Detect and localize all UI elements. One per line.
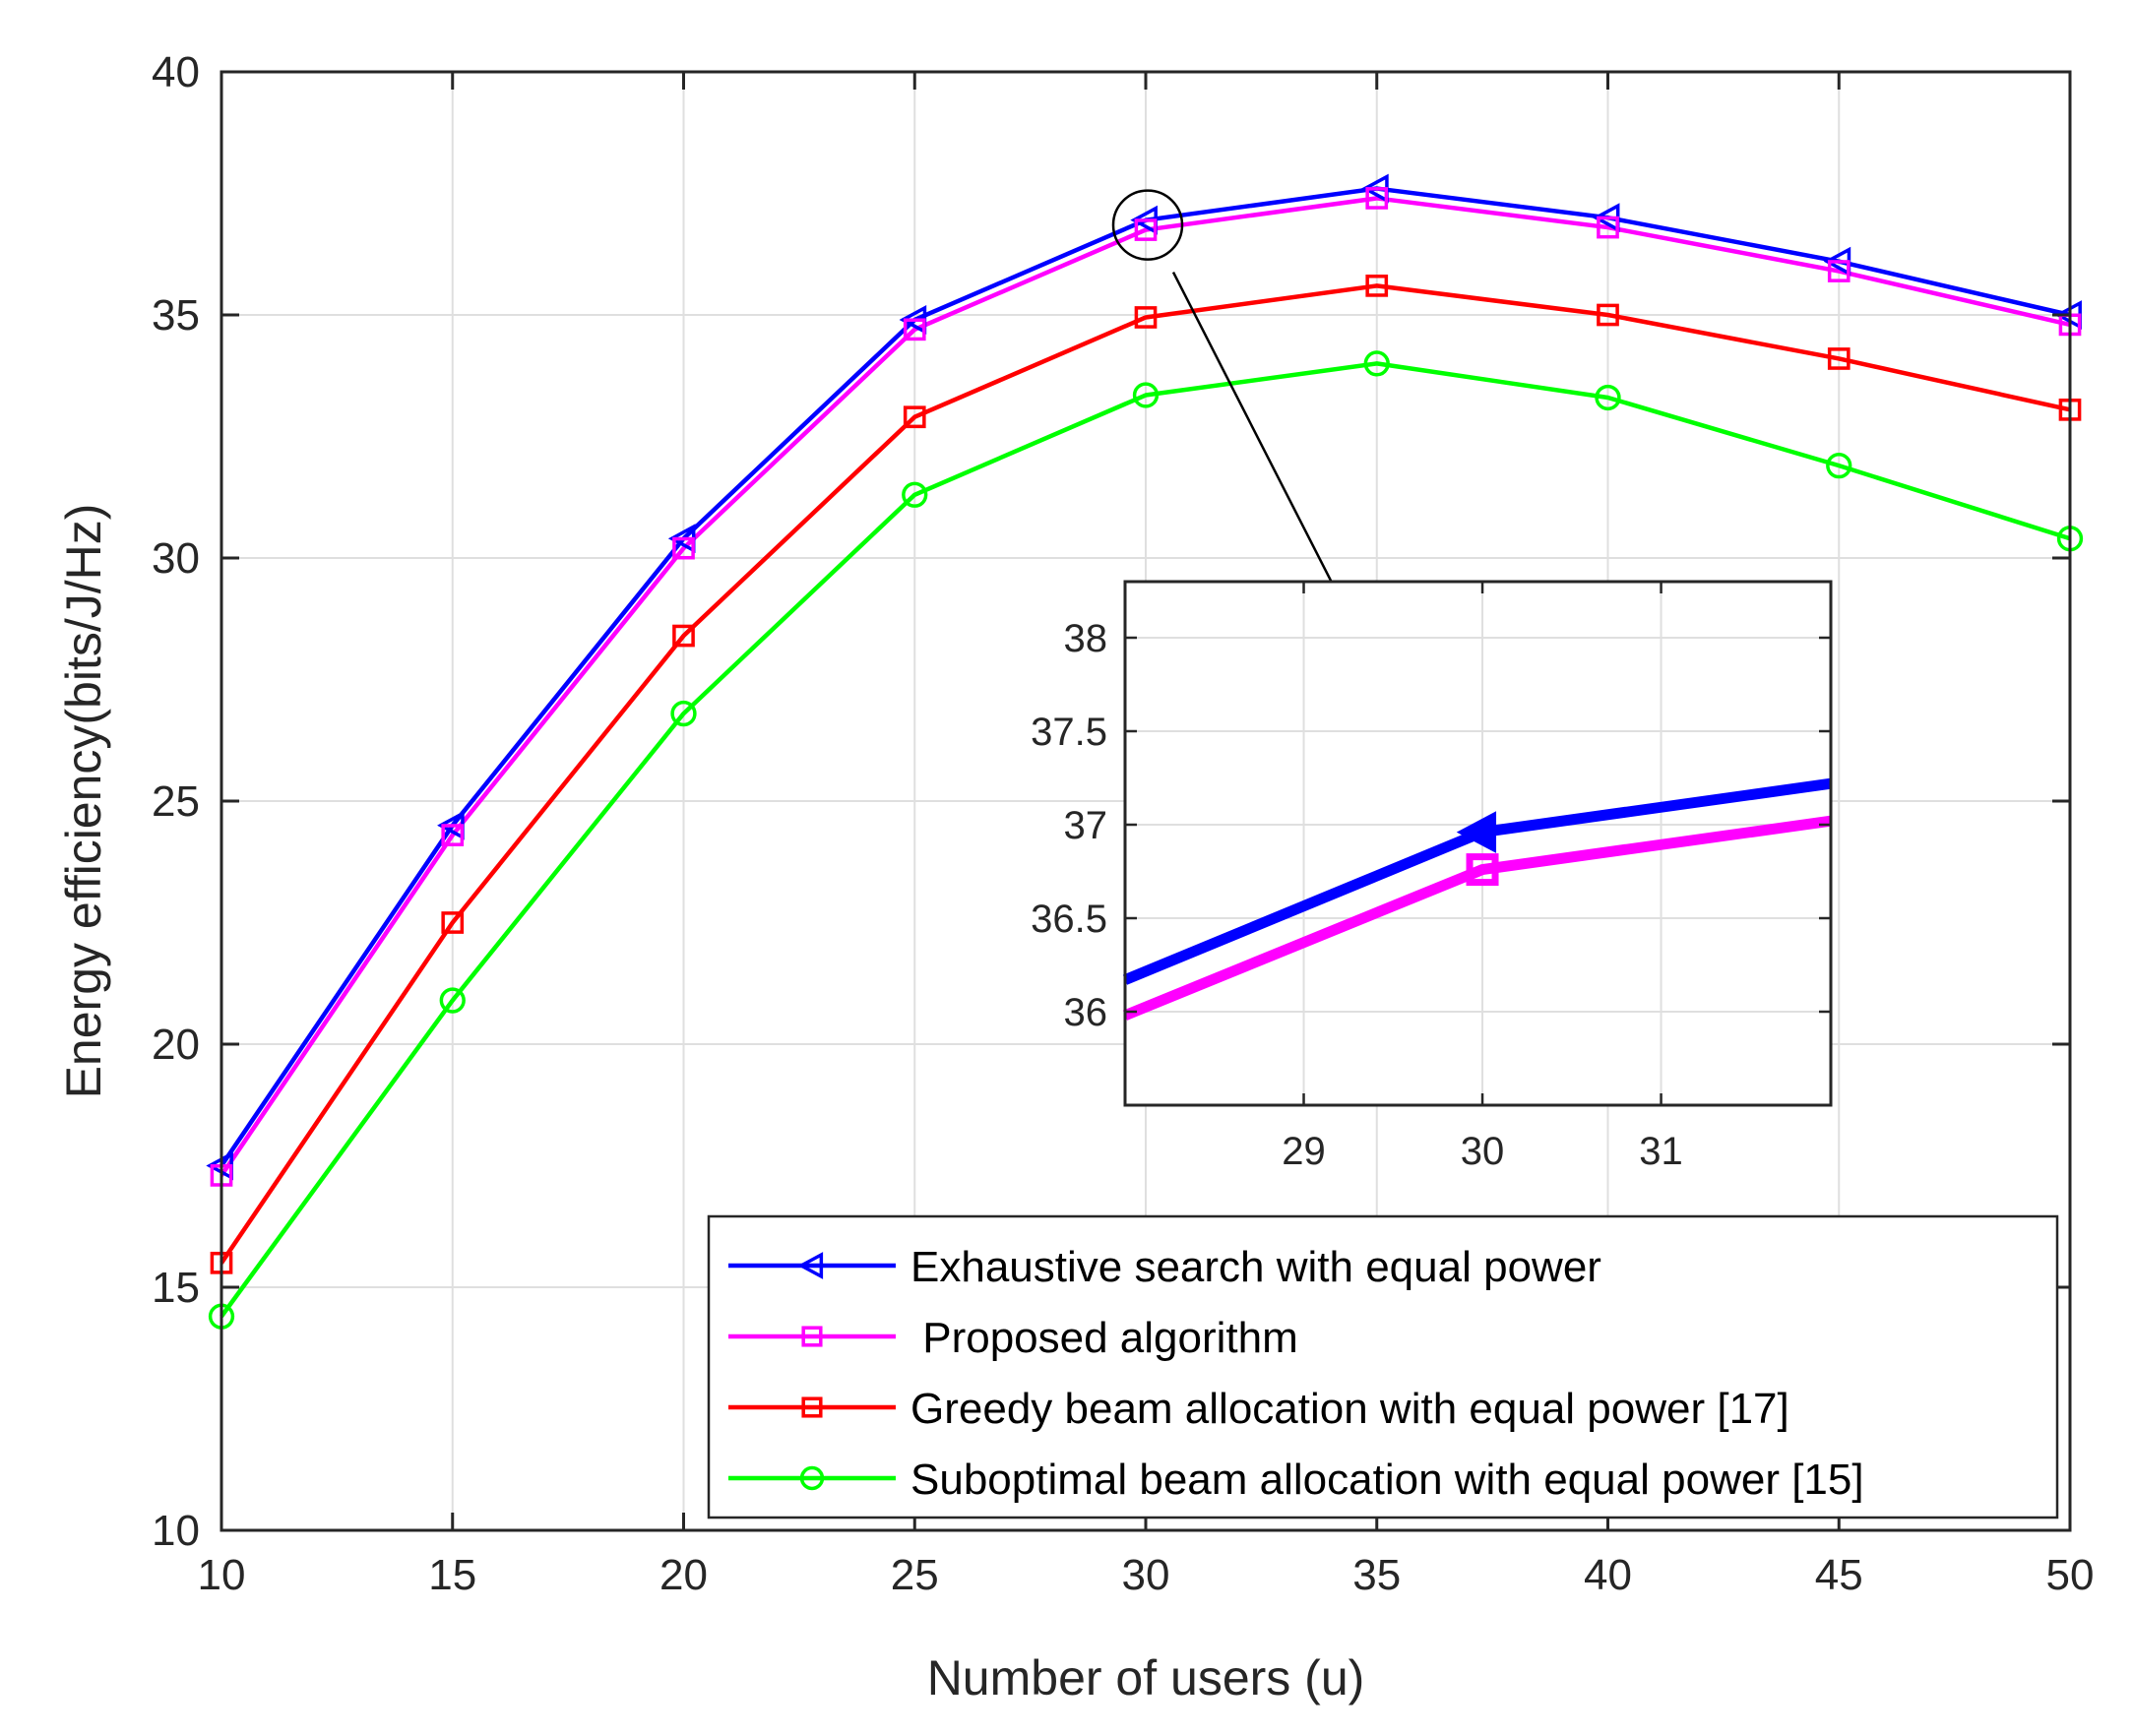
- x-tick-label: 30: [1122, 1551, 1170, 1599]
- x-tick-label: 10: [198, 1551, 246, 1599]
- data-point-suboptimal-beam-allocation-with-equal-power-15: [670, 700, 697, 727]
- legend-label: Exhaustive search with equal power: [910, 1243, 1601, 1291]
- legend: Exhaustive search with equal power Propo…: [707, 1214, 2059, 1519]
- data-point-greedy-beam-allocation-with-equal-power-17: [441, 911, 465, 934]
- legend-entry-greedy-beam-allocation-with-equal-power-17: Greedy beam allocation with equal power …: [728, 1385, 1789, 1433]
- data-point-proposed-algorithm: [672, 536, 695, 560]
- data-point-suboptimal-beam-allocation-with-equal-power-15: [1363, 350, 1390, 377]
- legend-label: Greedy beam allocation with equal power …: [910, 1385, 1789, 1433]
- data-point-proposed-algorithm: [1597, 216, 1619, 239]
- legend-entry-exhaustive-search-with-equal-power: Exhaustive search with equal power: [728, 1243, 1601, 1291]
- inset-y-tick-label: 36.5: [1031, 898, 1107, 941]
- data-point-proposed-algorithm: [441, 824, 465, 846]
- data-point-suboptimal-beam-allocation-with-equal-power-15: [1826, 452, 1852, 479]
- x-tick-label: 25: [891, 1551, 939, 1599]
- legend-swatch-marker: [799, 1465, 825, 1491]
- main-ticks: 10 15 20 25 30 35 40 45 50 10 15 20 25 30 35 40: [152, 48, 2094, 1599]
- legend-swatch-marker: [797, 1252, 824, 1279]
- y-tick-label: 25: [152, 777, 200, 826]
- data-point-proposed-algorithm: [903, 318, 926, 341]
- y-tick-label: 30: [152, 534, 200, 583]
- data-point-suboptimal-beam-allocation-with-equal-power-15: [902, 481, 928, 508]
- data-point-proposed-algorithm: [1365, 187, 1389, 210]
- zoom-circle: [1111, 189, 1184, 261]
- legend-entry-proposed-algorithm: Proposed algorithm: [728, 1314, 1298, 1362]
- y-tick-label: 40: [152, 48, 200, 96]
- main-series-markers: [206, 173, 2084, 1330]
- x-tick-label: 50: [2046, 1551, 2095, 1599]
- series-line-greedy-beam-allocation-with-equal-power-17: [220, 283, 2071, 1265]
- series-line-suboptimal-beam-allocation-with-equal-power-15: [220, 361, 2071, 1318]
- legend-box: [707, 1214, 2059, 1519]
- inset-y-tick-label: 37.5: [1031, 711, 1107, 754]
- inset-x-tick-label: 29: [1282, 1130, 1326, 1173]
- data-point-greedy-beam-allocation-with-equal-power-17: [903, 405, 926, 429]
- inset-chart: 29 30 31 36 36.5 37 37.5 38: [1031, 580, 1833, 1173]
- legend-swatch-marker: [801, 1326, 823, 1347]
- y-tick-label: 15: [152, 1264, 200, 1312]
- series-line-proposed-algorithm: [220, 196, 2071, 1177]
- inset-y-tick-label: 37: [1064, 804, 1108, 847]
- x-tick-label: 35: [1352, 1551, 1401, 1599]
- inset-axes-box: [1123, 580, 1833, 1107]
- inset-data-point-proposed: [1466, 853, 1499, 887]
- legend-label: Proposed algorithm: [910, 1314, 1298, 1362]
- data-point-greedy-beam-allocation-with-equal-power-17: [1597, 303, 1619, 327]
- x-tick-label: 45: [1815, 1551, 1863, 1599]
- data-point-suboptimal-beam-allocation-with-equal-power-15: [1132, 382, 1160, 408]
- data-point-proposed-algorithm: [1134, 218, 1158, 241]
- y-axis-title: Energy efficiency(bits/J/Hz): [56, 504, 111, 1099]
- inset-y-tick-label: 38: [1064, 617, 1108, 660]
- data-point-greedy-beam-allocation-with-equal-power-17: [1827, 347, 1851, 370]
- x-tick-label: 20: [659, 1551, 708, 1599]
- legend-label: Suboptimal beam allocation with equal po…: [910, 1456, 1864, 1504]
- x-tick-label: 15: [428, 1551, 476, 1599]
- data-point-greedy-beam-allocation-with-equal-power-17: [672, 624, 695, 648]
- x-axis-title: Number of users (u): [927, 1650, 1365, 1705]
- x-tick-label: 40: [1584, 1551, 1632, 1599]
- y-tick-label: 20: [152, 1021, 200, 1069]
- data-point-suboptimal-beam-allocation-with-equal-power-15: [439, 987, 466, 1014]
- inset-data-point-exhaustive: [1456, 811, 1497, 853]
- legend-entry-suboptimal-beam-allocation-with-equal-power-15: Suboptimal beam allocation with equal po…: [728, 1456, 1864, 1504]
- legend-swatch-marker: [801, 1396, 823, 1418]
- y-tick-label: 10: [152, 1507, 200, 1555]
- data-point-greedy-beam-allocation-with-equal-power-17: [1365, 275, 1389, 297]
- inset-x-tick-label: 30: [1461, 1130, 1505, 1173]
- data-point-greedy-beam-allocation-with-equal-power-17: [1134, 306, 1158, 329]
- data-point-suboptimal-beam-allocation-with-equal-power-15: [1595, 384, 1621, 411]
- inset-series-line-proposed-algorithm: [1122, 815, 1832, 1021]
- inset-x-tick-label: 31: [1639, 1130, 1683, 1173]
- y-tick-label: 35: [152, 291, 200, 340]
- data-point-proposed-algorithm: [1827, 260, 1851, 282]
- inset-y-tick-label: 36: [1064, 991, 1108, 1034]
